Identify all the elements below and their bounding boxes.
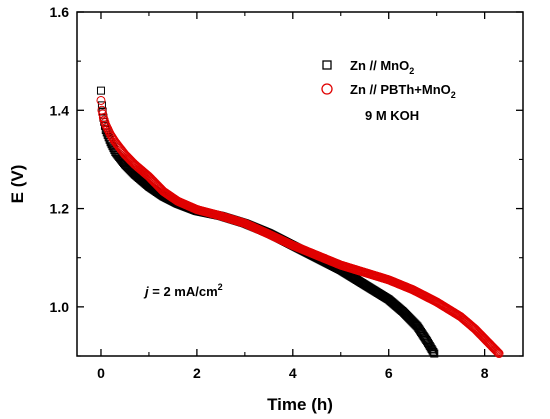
data-point (429, 348, 438, 357)
x-tick-label: 8 (481, 365, 489, 381)
y-axis-ticks (77, 11, 523, 357)
x-axis-tick-labels: 0 2 4 6 8 (97, 365, 489, 381)
x-tick-label: 0 (97, 365, 105, 381)
legend-marker-zn-pbth-mno2 (321, 83, 333, 95)
series-zn-pbth-mno2 (96, 95, 504, 359)
plot-frame (76, 11, 524, 357)
data-point (96, 95, 106, 105)
y-tick-label: 1.6 (50, 4, 70, 20)
x-axis-label: Time (h) (267, 395, 333, 414)
data-point (97, 101, 106, 110)
data-point (491, 346, 501, 356)
data-point (493, 348, 503, 358)
data-point (494, 349, 504, 359)
data-point (430, 349, 439, 358)
legend: Zn // MnO2 Zn // PBTh+MnO2 9 M KOH (321, 58, 456, 123)
series-layer (96, 86, 504, 359)
x-tick-label: 4 (289, 365, 297, 381)
x-tick-label: 2 (193, 365, 201, 381)
annotation-current-density: j = 2 mA/cm2 (143, 282, 223, 299)
y-tick-label: 1.2 (50, 201, 70, 217)
legend-marker-zn-mno2 (322, 60, 332, 70)
x-tick-label: 6 (385, 365, 393, 381)
series-zn-mno2 (96, 86, 439, 358)
y-tick-label: 1.0 (50, 299, 70, 315)
annotation-electrolyte: 9 M KOH (365, 108, 419, 123)
y-axis-tick-labels: 1.0 1.2 1.4 1.6 (50, 4, 70, 315)
data-point (492, 347, 502, 357)
y-axis-label: E (V) (8, 165, 27, 204)
data-point (98, 109, 108, 119)
legend-label-zn-mno2: Zn // MnO2 (350, 58, 414, 76)
data-point (96, 86, 105, 95)
legend-label-zn-pbth-mno2: Zn // PBTh+MnO2 (350, 82, 456, 100)
y-tick-label: 1.4 (50, 102, 70, 118)
